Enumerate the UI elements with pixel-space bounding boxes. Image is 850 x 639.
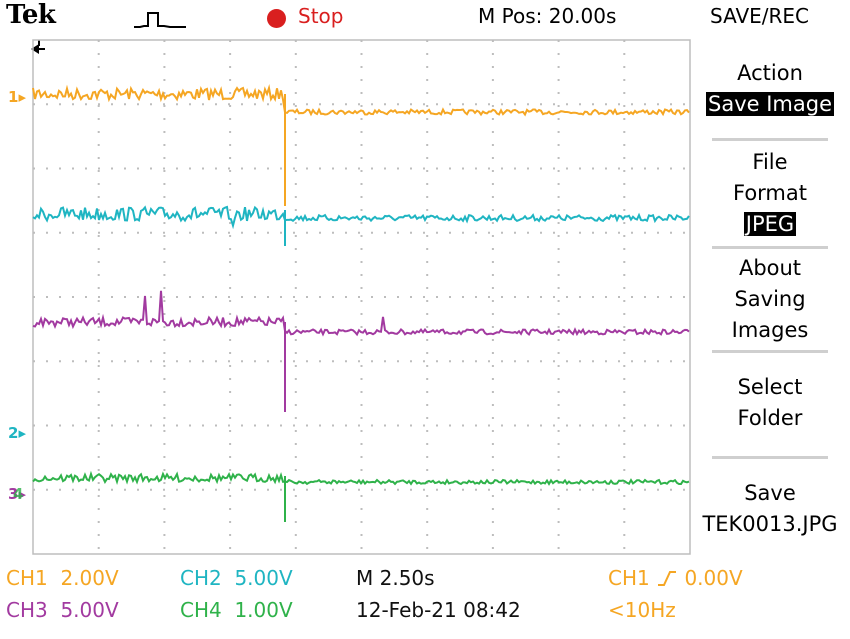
- ch3-trace: [32, 290, 690, 337]
- menu-about-line-1: About: [738, 256, 802, 280]
- stop-indicator-icon: [267, 9, 286, 28]
- menu-divider: [712, 138, 828, 141]
- menu-select-folder-line-2: Folder: [737, 406, 803, 430]
- trigger-frequency: <10Hz: [608, 598, 676, 622]
- ch4-trace: [32, 470, 690, 486]
- ch1-ground-marker[interactable]: 1▸: [8, 88, 26, 106]
- menu-save-line-1: Save: [744, 481, 796, 505]
- menu-select-folder[interactable]: Select Folder: [700, 372, 840, 434]
- menu-file-format[interactable]: File Format JPEG: [700, 147, 840, 240]
- rising-edge-icon: [658, 571, 677, 586]
- menu-about-line-2: Saving: [734, 287, 806, 311]
- menu-select-folder-line-1: Select: [737, 375, 803, 399]
- menu-about-line-3: Images: [731, 318, 809, 342]
- menu-file-format-label-2: Format: [732, 181, 807, 205]
- brand-logo: Tek: [6, 0, 56, 30]
- menu-action-value: Save Image: [706, 92, 834, 116]
- menu-file-format-value: JPEG: [743, 212, 797, 236]
- menu-divider: [712, 456, 828, 459]
- ch1-trace: [32, 84, 690, 117]
- menu-title: SAVE/REC: [710, 4, 810, 28]
- horizontal-position: M Pos: 20.00s: [478, 4, 617, 28]
- ch4-scale-readout: CH4 1.00V: [180, 598, 293, 622]
- menu-about-saving-images[interactable]: About Saving Images: [700, 253, 840, 346]
- menu-divider: [712, 350, 828, 353]
- ch2-scale-readout: CH2 5.00V: [180, 566, 293, 590]
- graticule: [32, 39, 691, 555]
- ch3-ground-marker[interactable]: 3▸: [8, 485, 26, 503]
- ch1-scale-readout: CH1 2.00V: [6, 566, 119, 590]
- menu-save-filename: TEK0013.JPG: [702, 512, 838, 536]
- run-state[interactable]: Stop: [298, 4, 344, 28]
- menu-action[interactable]: Action Save Image: [700, 58, 840, 120]
- date-time: 12-Feb-21 08:42: [356, 598, 521, 622]
- menu-file-format-label: File: [752, 150, 788, 174]
- menu-divider: [712, 246, 828, 249]
- ch3-scale-readout: CH3 5.00V: [6, 598, 119, 622]
- menu-save[interactable]: Save TEK0013.JPG: [700, 478, 840, 540]
- trigger-position-icon: [31, 40, 45, 54]
- ch2-ground-marker[interactable]: 2▸: [8, 424, 26, 442]
- menu-action-label: Action: [737, 61, 803, 85]
- trigger-readout: CH1 0.00V: [608, 566, 743, 590]
- timebase-readout: M 2.50s: [356, 566, 435, 590]
- ch4-ground-marker[interactable]: 4: [13, 485, 24, 503]
- trigger-waveform-icon: [134, 12, 186, 28]
- ch2-trace: [32, 205, 690, 230]
